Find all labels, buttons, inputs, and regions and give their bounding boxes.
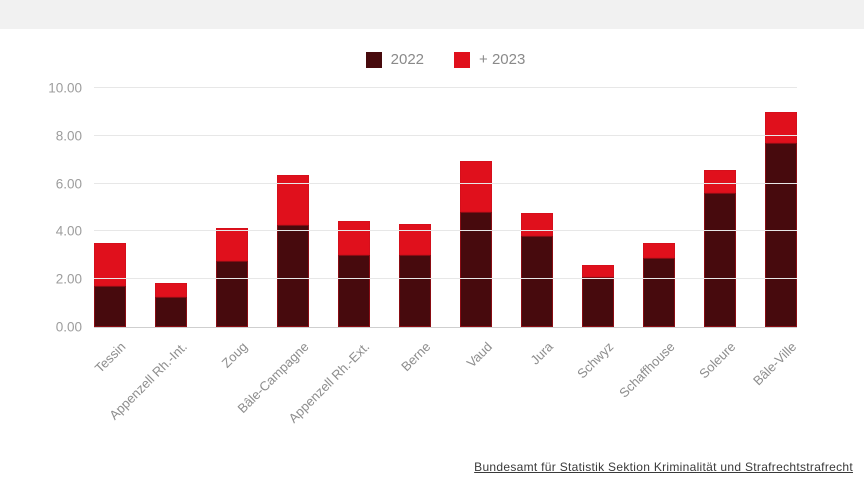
bar-b-le-campagne [277,88,309,327]
y-axis-tick-label: 4.00 [55,223,82,239]
legend-swatch [454,51,471,68]
bar-schaffhouse [643,88,675,327]
source-link[interactable]: Bundesamt für Statistik Sektion Kriminal… [474,460,853,474]
y-axis-tick-label: 6.00 [55,176,82,192]
bar-jura [521,88,553,327]
bar-berne [399,88,431,327]
gridline [94,87,797,88]
x-axis-baseline [94,327,797,328]
bar-appenzell-rh-ext [338,88,370,327]
bar-segment-2022-schaffhouse[interactable] [643,257,675,327]
bar-soleure [704,88,736,327]
bar-segment-2022-jura[interactable] [521,236,553,327]
x-axis-label-soleure: Soleure [696,339,739,382]
bar-zoug [216,88,248,327]
bar-segment-2023-appenzell-rh-int[interactable] [155,282,187,298]
bar-segment-2022-berne[interactable] [399,255,431,327]
legend-swatch [365,51,382,68]
legend-label: 2022 [390,51,425,68]
bar-tessin [94,88,126,327]
y-axis-tick-label: 2.00 [55,271,82,287]
bar-segment-2023-soleure[interactable] [704,170,736,194]
bar-segment-2022-appenzell-rh-ext[interactable] [338,255,370,327]
bar-segment-2022-appenzell-rh-int[interactable] [155,297,187,327]
bar-segment-2023-vaud[interactable] [460,160,492,213]
bar-segment-2023-b-le-ville[interactable] [765,111,797,143]
bar-segment-2022-vaud[interactable] [460,212,492,327]
x-axis-label-schwyz: Schwyz [574,339,617,382]
bar-segment-2022-b-le-campagne[interactable] [277,225,309,327]
bar-segment-2023-b-le-campagne[interactable] [277,175,309,226]
bar-segment-2023-schwyz[interactable] [582,264,614,277]
gridline [94,230,797,232]
bar-segment-2023-tessin[interactable] [94,243,126,287]
chart-legend: 2022 + 2023 [94,51,797,68]
bar-vaud [460,88,492,327]
x-axis-label-jura: Jura [527,339,556,368]
bar-b-le-ville [765,88,797,327]
bar-segment-2023-zoug[interactable] [216,227,248,262]
x-axis-label-zoug: Zoug [219,339,251,371]
y-axis-tick-label: 10.00 [48,80,82,96]
y-axis-tick-label: 0.00 [55,319,82,335]
bar-segment-2022-tessin[interactable] [94,286,126,327]
x-axis-label-schaffhouse: Schaffhouse [616,339,678,401]
bar-segment-2022-b-le-ville[interactable] [765,142,797,327]
x-axis-label-tessin: Tessin [91,339,129,376]
x-axis-label-b-le-ville: Bâle-Ville [750,339,800,389]
x-axis-label-vaud: Vaud [463,339,495,371]
x-axis-label-berne: Berne [398,339,434,375]
legend-item-2023[interactable]: + 2023 [454,51,525,68]
plot-area [94,87,797,328]
bar-segment-2023-berne[interactable] [399,224,431,256]
legend-item-2022[interactable]: 2022 [365,51,425,68]
bar-schwyz [582,88,614,327]
gridline [94,182,797,184]
y-axis: 10.00 8.00 6.00 4.00 2.00 0.00 [0,81,82,335]
top-band [0,0,864,29]
bars-container [94,88,797,327]
bar-segment-2023-appenzell-rh-ext[interactable] [338,220,370,256]
bar-segment-2022-soleure[interactable] [704,193,736,327]
gridline [94,134,797,136]
bar-segment-2022-schwyz[interactable] [582,276,614,327]
bar-segment-2022-zoug[interactable] [216,261,248,327]
bar-appenzell-rh-int [155,88,187,327]
legend-label: + 2023 [479,51,526,68]
gridline [94,278,797,280]
bar-segment-2023-schaffhouse[interactable] [643,243,675,258]
y-axis-tick-label: 8.00 [55,128,82,144]
